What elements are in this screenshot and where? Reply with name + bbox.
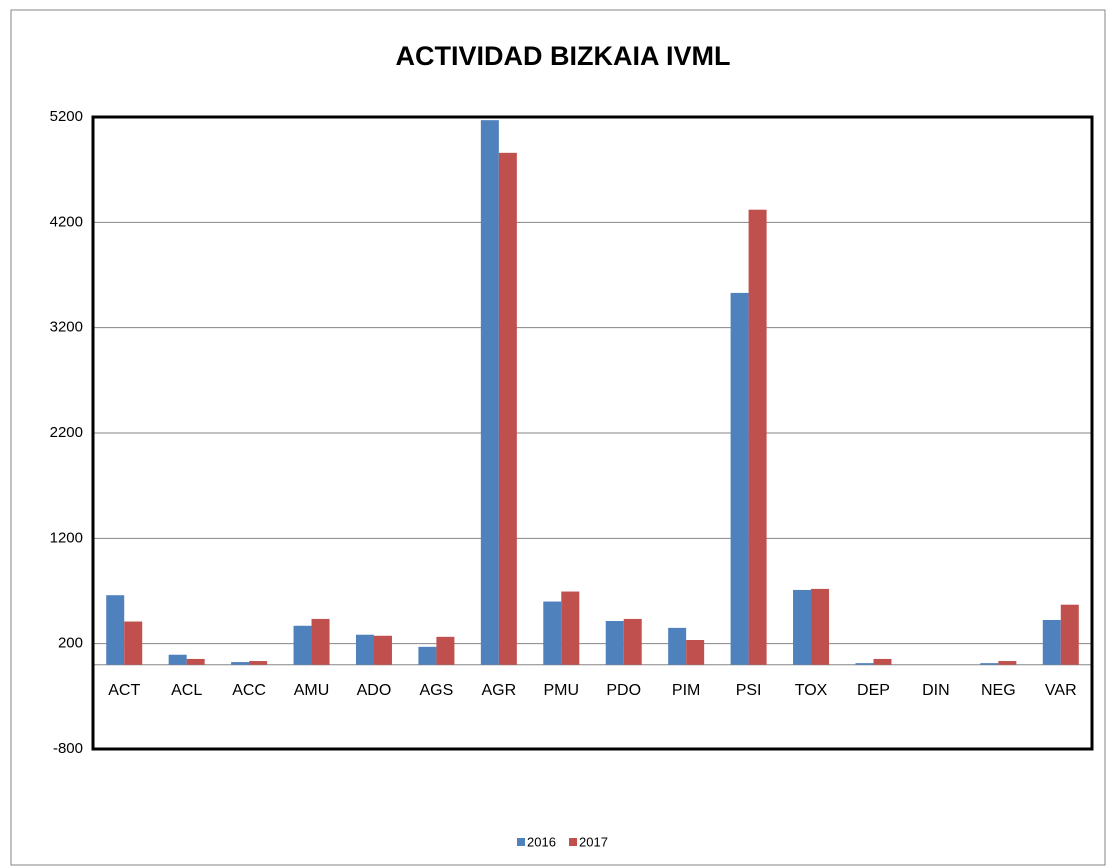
x-tick-label: PIM [672,682,700,699]
bar [623,618,642,665]
x-tick-label: AMU [294,682,330,699]
bar [498,152,517,665]
bar [855,663,874,665]
bar [543,601,562,665]
y-tick-label: 200 [58,635,83,652]
legend-label: 2017 [579,834,608,849]
bar [668,627,687,665]
x-tick-label: TOX [795,682,828,699]
y-tick-label: 5200 [50,108,83,125]
x-tick-label: DEP [857,682,890,699]
bar [998,661,1017,665]
x-tick-label: NEG [981,682,1016,699]
bar [293,625,312,665]
bar [124,621,143,665]
bar [168,654,187,665]
x-tick-label: PDO [606,682,641,699]
legend-label: 2016 [527,834,556,849]
bar [980,663,999,665]
bar [873,658,892,665]
x-tick-label: AGR [482,682,517,699]
bar [1060,604,1079,665]
bar [480,120,499,665]
x-tick-label: PMU [544,682,580,699]
x-tick-label: VAR [1045,682,1077,699]
bar [748,209,767,665]
x-tick-label: ACL [171,682,202,699]
x-tick-label: ACC [232,682,266,699]
bar [418,646,437,665]
bar [436,636,455,665]
legend-swatch [517,838,525,846]
x-tick-label: ACT [108,682,140,699]
plot-frame [91,115,1094,751]
y-tick-label: 4200 [50,213,83,230]
bar [686,639,705,665]
bar [249,661,268,665]
y-tick-label: 3200 [50,319,83,336]
bar [355,634,374,665]
bar [373,635,392,665]
bar [186,658,205,665]
y-tick-label: 1200 [50,529,83,546]
bar [231,662,250,665]
x-tick-label: AGS [420,682,454,699]
bar [605,621,624,665]
y-tick-label: 2200 [50,424,83,441]
bar [811,588,830,665]
bar [1042,619,1061,665]
bar [311,618,330,665]
bar [730,292,749,665]
y-tick-label: -800 [53,740,83,757]
bar [106,595,125,665]
chart-frame [10,9,1106,866]
legend-swatch [569,838,577,846]
x-tick-label: ADO [357,682,392,699]
bar [793,589,812,665]
x-tick-label: DIN [922,682,950,699]
bar [561,591,580,665]
x-tick-label: PSI [736,682,762,699]
chart-title: ACTIVIDAD BIZKAIA IVML [396,41,731,71]
